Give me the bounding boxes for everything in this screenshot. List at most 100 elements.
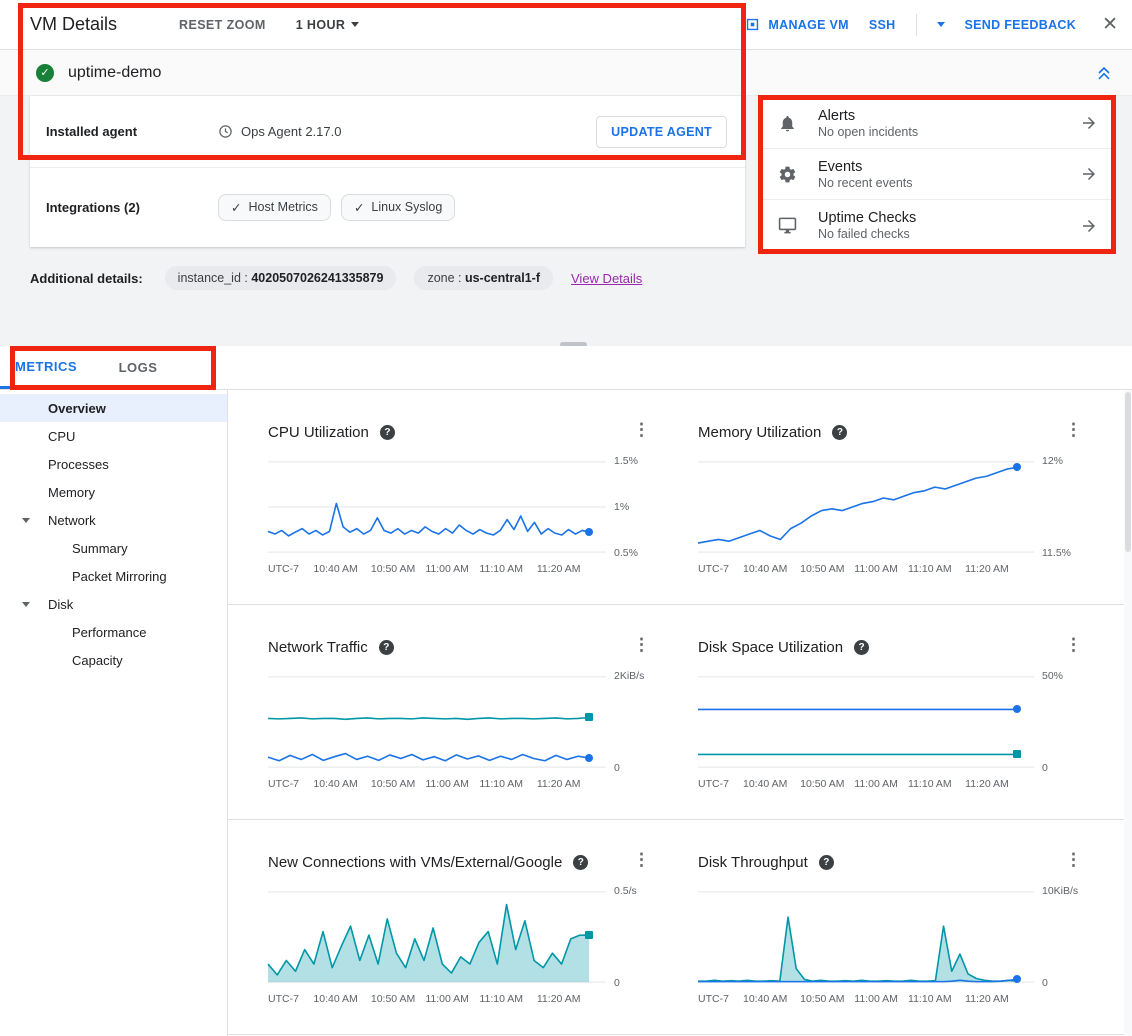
x-axis: UTC-710:40 AM10:50 AM11:00 AM11:10 AM11:…: [268, 778, 606, 792]
status-subtitle: No recent events: [818, 176, 913, 190]
arrow-forward-icon[interactable]: [1080, 165, 1098, 183]
chart-plot[interactable]: [698, 891, 1034, 983]
sidebar-item-cpu[interactable]: CPU: [0, 422, 227, 450]
nav-label: Capacity: [72, 653, 123, 668]
x-axis-label: 10:40 AM: [313, 993, 357, 1005]
nav-label: Memory: [48, 485, 95, 500]
x-axis-label: UTC-7: [698, 993, 729, 1005]
ssh-button[interactable]: SSH: [869, 18, 896, 32]
x-axis-label: 10:40 AM: [743, 563, 787, 575]
page-title: VM Details: [30, 14, 117, 35]
reset-zoom-button[interactable]: RESET ZOOM: [179, 18, 266, 32]
sidebar-item-network-summary[interactable]: Summary: [0, 534, 227, 562]
tab-logs[interactable]: LOGS: [92, 346, 184, 389]
help-icon[interactable]: ?: [573, 855, 588, 870]
installed-agent-row: Installed agent Ops Agent 2.17.0 UPDATE …: [30, 96, 745, 168]
scrollbar-thumb[interactable]: [1125, 392, 1131, 552]
y-axis-label: 0.5%: [614, 547, 638, 559]
chart-plot[interactable]: [268, 676, 606, 768]
close-icon[interactable]: ✕: [1102, 13, 1118, 36]
sidebar-item-processes[interactable]: Processes: [0, 450, 227, 478]
instance-id-chip: instance_id : 4020507026241335879: [165, 266, 397, 290]
sidebar-item-disk[interactable]: Disk: [0, 590, 227, 618]
series-end-square-marker: [585, 931, 593, 939]
chart-plot[interactable]: [268, 891, 606, 983]
help-icon[interactable]: ?: [854, 640, 869, 655]
chip-value: us-central1-f: [465, 271, 540, 285]
expander-arrow-icon[interactable]: [22, 518, 30, 523]
status-title: Uptime Checks: [818, 210, 916, 226]
x-axis-label: 11:10 AM: [908, 993, 952, 1005]
arrow-forward-icon[interactable]: [1080, 217, 1098, 235]
x-axis-label: UTC-7: [268, 778, 299, 790]
help-icon[interactable]: ?: [379, 640, 394, 655]
scrollbar[interactable]: [1124, 390, 1132, 1036]
update-agent-button[interactable]: UPDATE AGENT: [596, 116, 727, 148]
chart-plot[interactable]: [698, 461, 1034, 553]
expander-arrow-icon[interactable]: [22, 602, 30, 607]
time-range-dropdown[interactable]: 1 HOUR: [296, 18, 360, 32]
nav-label: Processes: [48, 457, 109, 472]
y-axis-label: 50%: [1042, 670, 1063, 682]
help-icon[interactable]: ?: [832, 425, 847, 440]
ssh-options-dropdown[interactable]: [937, 22, 945, 27]
chart-menu-icon[interactable]: ⋮: [1065, 850, 1082, 870]
nav-label: Network: [48, 513, 96, 528]
sidebar-item-disk-performance[interactable]: Performance: [0, 618, 227, 646]
chart-disk-throughput: Disk Throughput? ⋮ 10KiB/s0 UTC-710:40 A…: [680, 820, 1132, 1034]
chart-title: CPU Utilization: [268, 424, 369, 441]
chevron-down-icon: [351, 22, 359, 27]
help-icon[interactable]: ?: [819, 855, 834, 870]
x-axis-label: UTC-7: [268, 563, 299, 575]
chart-plot[interactable]: [268, 461, 606, 553]
metrics-nav: Overview CPU Processes Memory Network Su…: [0, 390, 228, 1036]
zone-chip: zone : us-central1-f: [414, 266, 553, 290]
y-axis-label: 12%: [1042, 455, 1063, 467]
chart-menu-icon[interactable]: ⋮: [1065, 420, 1082, 440]
send-feedback-button[interactable]: SEND FEEDBACK: [965, 18, 1077, 32]
x-axis-label: 11:20 AM: [965, 563, 1009, 575]
x-axis-label: 10:40 AM: [313, 778, 357, 790]
chart-menu-icon[interactable]: ⋮: [633, 420, 650, 440]
manage-vm-button[interactable]: MANAGE VM: [744, 16, 848, 33]
sidebar-item-overview[interactable]: Overview: [0, 394, 227, 422]
chart-plot[interactable]: [698, 676, 1034, 768]
y-axis: 0.5/s0: [606, 891, 660, 983]
arrow-forward-icon[interactable]: [1080, 114, 1098, 132]
alerts-row[interactable]: Alerts No open incidents: [762, 98, 1114, 149]
events-row[interactable]: Events No recent events: [762, 149, 1114, 200]
chart-menu-icon[interactable]: ⋮: [633, 850, 650, 870]
x-axis-label: 10:50 AM: [800, 778, 844, 790]
series-end-square-marker: [585, 713, 593, 721]
uptime-checks-row[interactable]: Uptime Checks No failed checks: [762, 200, 1114, 251]
sidebar-item-memory[interactable]: Memory: [0, 478, 227, 506]
x-axis-label: 10:50 AM: [800, 563, 844, 575]
x-axis: UTC-710:40 AM10:50 AM11:00 AM11:10 AM11:…: [268, 993, 606, 1007]
agent-version: Ops Agent 2.17.0: [218, 124, 341, 139]
collapse-panel-icon[interactable]: [1094, 63, 1114, 83]
nav-label: Disk: [48, 597, 73, 612]
sidebar-item-packet-mirroring[interactable]: Packet Mirroring: [0, 562, 227, 590]
chart-menu-icon[interactable]: ⋮: [633, 635, 650, 655]
nav-label: Performance: [72, 625, 146, 640]
chart-title: Network Traffic: [268, 639, 368, 656]
header-actions: MANAGE VM SSH SEND FEEDBACK ✕: [744, 13, 1118, 36]
x-axis-label: 10:40 AM: [743, 993, 787, 1005]
y-axis-label: 1.5%: [614, 455, 638, 467]
panel-header: VM Details RESET ZOOM 1 HOUR MANAGE VM S…: [0, 0, 1132, 50]
x-axis-label: UTC-7: [268, 993, 299, 1005]
chart-menu-icon[interactable]: ⋮: [1065, 635, 1082, 655]
installed-agent-label: Installed agent: [46, 124, 218, 139]
x-axis-label: 11:00 AM: [425, 778, 469, 790]
sidebar-item-network[interactable]: Network: [0, 506, 227, 534]
help-icon[interactable]: ?: [380, 425, 395, 440]
series-end-dot-marker: [1013, 975, 1021, 983]
sidebar-item-disk-capacity[interactable]: Capacity: [0, 646, 227, 674]
view-details-link[interactable]: View Details: [571, 271, 642, 286]
chart-network-traffic: Network Traffic? ⋮ 2KiB/s0 UTC-710:40 AM…: [228, 605, 680, 819]
status-panel: Alerts No open incidents Events No recen…: [762, 98, 1114, 252]
integration-chip-host-metrics[interactable]: ✓ Host Metrics: [218, 194, 331, 221]
integration-chip-linux-syslog[interactable]: ✓ Linux Syslog: [341, 194, 455, 221]
bell-icon: [778, 114, 802, 133]
tab-metrics[interactable]: METRICS: [0, 346, 92, 389]
